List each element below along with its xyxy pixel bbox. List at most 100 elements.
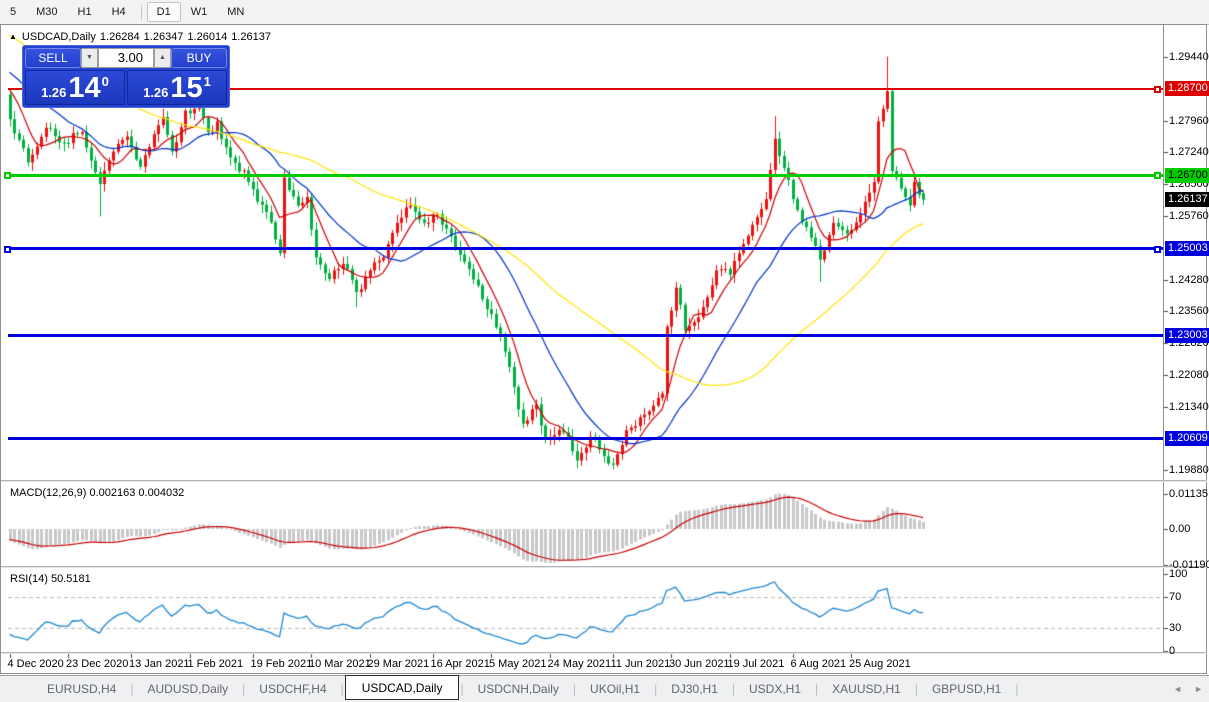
symbol-tab-ukoil[interactable]: UKOil,H1: [590, 682, 641, 696]
current-price-badge: 1.26137: [1165, 192, 1209, 208]
date-axis-label: 10 Mar 2021: [309, 658, 371, 670]
buy-price-pips: 15: [170, 72, 203, 104]
volume-decrease-button[interactable]: ▼: [81, 48, 98, 68]
date-axis-label: 30 Jun 2021: [669, 658, 730, 670]
date-axis-label: 13 Jan 2021: [129, 658, 190, 670]
tab-separator: |: [731, 682, 735, 696]
sell-button[interactable]: SELL: [25, 48, 81, 68]
symbol-tab-usdchf[interactable]: USDCHF,H4: [259, 682, 327, 696]
ohlc-high: 1.26347: [143, 31, 184, 43]
date-axis-label: 1 Feb 2021: [187, 658, 244, 670]
symbol-tab-gbpusd[interactable]: GBPUSD,H1: [931, 682, 1002, 696]
tab-separator: |: [130, 682, 134, 696]
rsi-axis-label: 70: [1169, 591, 1182, 604]
macd-axis-label: 0.00: [1169, 523, 1191, 535]
price-axis-label: 1.22080: [1169, 368, 1209, 381]
line-handle-left-1.25003[interactable]: [4, 245, 11, 253]
volume-increase-button[interactable]: ▲: [154, 48, 171, 68]
price-axis-label: 1.27240: [1169, 146, 1209, 159]
price-badge-1.28700: 1.28700: [1165, 81, 1209, 97]
ohlc-close: 1.26137: [231, 31, 271, 43]
sell-price-display[interactable]: 1.26 14 0: [25, 70, 125, 105]
date-axis-label: 23 Dec 2020: [66, 658, 129, 670]
horizontal-line-1.20609[interactable]: [8, 437, 1163, 440]
horizontal-line-1.26700[interactable]: [8, 173, 1163, 177]
price-axis-label: 1.29440: [1169, 50, 1209, 63]
tab-separator: |: [572, 682, 577, 696]
pane-separator-main-macd[interactable]: [1, 480, 1207, 482]
ohlc-low: 1.26014: [187, 31, 228, 43]
price-axis-label: 1.23560: [1169, 305, 1209, 318]
symbol-tab-usdcnh[interactable]: USDCNH,Daily: [477, 682, 559, 696]
horizontal-line-1.25003[interactable]: [8, 247, 1163, 251]
tab-separator: |: [242, 682, 246, 696]
date-axis-label: 6 Aug 2021: [790, 658, 847, 670]
rsi-value: 50.5181: [50, 573, 91, 585]
macd-indicator-label: MACD(12,26,9) 0.002163 0.004032: [10, 487, 184, 499]
price-axis-label: 1.19880: [1169, 463, 1209, 476]
price-badge-1.26700: 1.26700: [1165, 167, 1209, 183]
date-axis-label: 24 May 2021: [547, 658, 612, 670]
price-axis-divider: [1163, 25, 1164, 654]
rsi-axis-label: 100: [1169, 568, 1188, 580]
pane-separator-macd-rsi[interactable]: [1, 566, 1207, 568]
ohlc-open: 1.26284: [99, 31, 140, 43]
tab-separator: |: [914, 682, 918, 696]
price-axis-label: 1.24280: [1169, 273, 1209, 286]
one-click-trading-panel: SELL ▼ 3.00 ▲ BUY 1.26 14 0 1.26 15 1: [22, 45, 230, 108]
tab-scroll-controls: ◄ ►: [1173, 684, 1203, 694]
tab-scroll-left-icon[interactable]: ◄: [1173, 684, 1183, 694]
symbol-tab-dj30[interactable]: DJ30,H1: [671, 682, 718, 696]
volume-input[interactable]: 3.00: [98, 48, 154, 68]
symbol-tab-audusd[interactable]: AUDUSD,Daily: [147, 682, 229, 696]
pane-separator-rsi-dates: [1, 652, 1207, 654]
horizontal-line-1.23003[interactable]: [8, 333, 1163, 337]
symbol-tab-xauusd[interactable]: XAUUSD,H1: [832, 682, 901, 696]
buy-price-prefix: 1.26: [143, 85, 169, 100]
macd-axis-label: 0.01135: [1169, 487, 1208, 500]
date-axis-label: 19 Feb 2021: [250, 658, 313, 670]
tab-separator: |: [654, 682, 658, 696]
tab-separator: |: [340, 682, 344, 696]
macd-axis-label: -0.01190: [1169, 559, 1209, 571]
date-axis-label: 19 Jul 2021: [727, 658, 785, 670]
symbol-tab-usdcad[interactable]: USDCAD,Daily: [344, 675, 460, 700]
rsi-axis-label: 0: [1169, 645, 1176, 657]
price-axis-label: 1.25760: [1169, 209, 1209, 222]
buy-price-display[interactable]: 1.26 15 1: [127, 70, 227, 105]
buy-button[interactable]: BUY: [171, 48, 227, 68]
rsi-axis-label: 30: [1169, 621, 1182, 634]
buy-price-point: 1: [203, 74, 211, 89]
tab-separator: |: [1015, 682, 1019, 696]
sell-price-prefix: 1.26: [41, 85, 67, 100]
line-handle-right-1.26700[interactable]: [1154, 172, 1161, 180]
sell-price-pips: 14: [68, 72, 101, 104]
date-axis-label: 11 Jun 2021: [610, 658, 671, 670]
symbol-period-label: USDCAD,Daily: [21, 31, 96, 43]
horizontal-line-1.28700[interactable]: [8, 87, 1163, 90]
line-handle-right-1.28700[interactable]: [1154, 85, 1161, 93]
line-handle-left-1.26700[interactable]: [4, 172, 11, 180]
collapse-panel-icon[interactable]: ▲: [9, 32, 17, 41]
price-badge-1.25003: 1.25003: [1165, 241, 1209, 257]
date-axis-label: 25 Aug 2021: [849, 658, 911, 670]
date-axis-label: 16 Apr 2021: [430, 658, 490, 670]
macd-name: MACD(12,26,9): [10, 487, 87, 499]
price-axis-label: 1.21340: [1169, 400, 1209, 413]
symbol-tab-eurusd[interactable]: EURUSD,H4: [47, 682, 117, 696]
date-axis-label: 5 May 2021: [489, 658, 547, 670]
date-axis-label: 29 Mar 2021: [367, 658, 430, 670]
symbol-tab-usdx[interactable]: USDX,H1: [749, 682, 802, 696]
line-handle-right-1.25003[interactable]: [1154, 245, 1161, 253]
price-axis-label: 1.27960: [1169, 114, 1209, 127]
symbol-tab-bar: EURUSD,H4 | AUDUSD,Daily | USDCHF,H4 | USDCAD,…: [0, 675, 1209, 702]
price-badge-1.23003: 1.23003: [1165, 327, 1209, 343]
tab-separator: |: [815, 682, 819, 696]
tab-scroll-right-icon[interactable]: ►: [1194, 684, 1203, 694]
chart-symbol-title: ▲ USDCAD,Daily 1.26284 1.26347 1.26014 1.2613…: [9, 31, 275, 43]
tab-separator: |: [460, 682, 464, 696]
sell-price-point: 0: [101, 74, 109, 89]
macd-values: 0.002163 0.004032: [89, 487, 185, 499]
date-axis-label: 4 Dec 2020: [7, 658, 64, 670]
